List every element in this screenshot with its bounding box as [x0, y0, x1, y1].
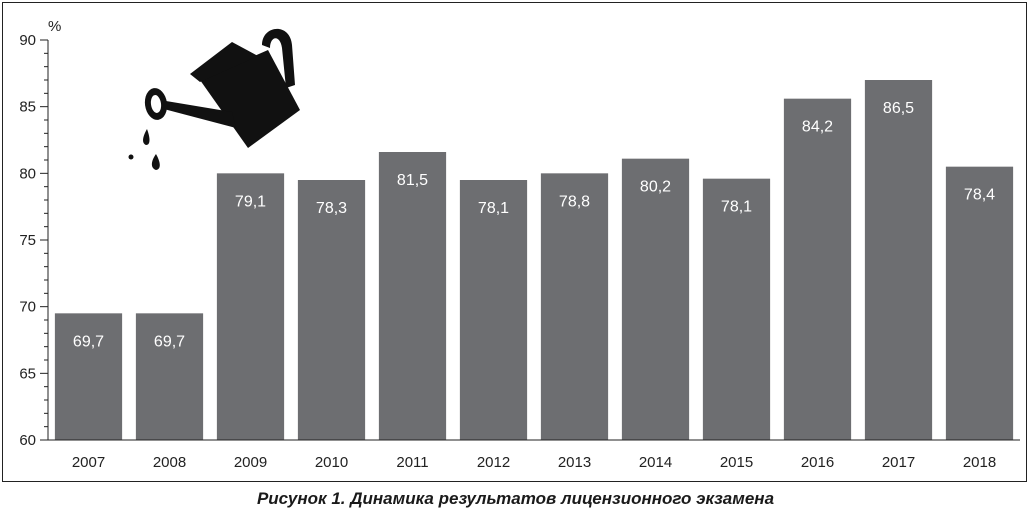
- bar-2007: [54, 313, 123, 440]
- data-label-2012: 78,1: [478, 200, 509, 217]
- data-label-2014: 80,2: [640, 179, 671, 196]
- data-label-2007: 69,7: [73, 333, 104, 350]
- data-label-2018: 78,4: [964, 187, 995, 204]
- y-tick-label: 80: [19, 165, 36, 182]
- x-tick-label: 2011: [396, 454, 428, 471]
- bar-2008: [135, 313, 204, 440]
- bar-2017: [864, 80, 933, 440]
- data-label-2013: 78,8: [559, 193, 590, 210]
- y-unit-label: %: [48, 18, 61, 35]
- x-tick-label: 2017: [882, 454, 915, 471]
- bar-2015: [702, 178, 771, 440]
- data-label-2017: 86,5: [883, 100, 914, 117]
- bars: [54, 80, 1014, 441]
- y-tick-label: 65: [19, 365, 36, 382]
- bar-2011: [378, 152, 447, 440]
- y-tick-label: 70: [19, 299, 36, 316]
- bar-2009: [216, 173, 285, 441]
- x-tick-label: 2013: [558, 454, 591, 471]
- bar-chart: 60 65 70 75 80 85 90 69,7 69,7 79,1 78,3 81,5 78,1 7…: [19, 18, 1020, 471]
- x-tick-label: 2016: [801, 454, 834, 471]
- x-tick-label: 2008: [153, 454, 186, 471]
- data-label-2010: 78,3: [316, 200, 347, 217]
- bar-2013: [540, 173, 609, 441]
- x-tick-label: 2018: [963, 454, 996, 471]
- bar-2010: [297, 180, 366, 440]
- bar-2018: [945, 166, 1014, 440]
- y-tick-label: 75: [19, 232, 36, 249]
- x-tick-label: 2015: [720, 454, 753, 471]
- y-tick-label: 85: [19, 99, 36, 116]
- x-tick-label: 2014: [639, 454, 672, 471]
- y-axis: 60 65 70 75 80 85 90: [19, 32, 49, 449]
- y-tick-label: 90: [19, 32, 36, 49]
- x-tick-label: 2009: [234, 454, 267, 471]
- figure-caption: Рисунок 1. Динамика результатов лицензио…: [256, 489, 775, 508]
- bar-2012: [459, 180, 528, 440]
- data-label-2008: 69,7: [154, 333, 185, 350]
- x-tick-label: 2010: [315, 454, 348, 471]
- data-label-2009: 79,1: [235, 193, 266, 210]
- x-tick-label: 2007: [72, 454, 105, 471]
- data-label-2016: 84,2: [802, 119, 833, 136]
- bar-2014: [621, 158, 690, 440]
- x-tick-label: 2012: [477, 454, 510, 471]
- watering-can-icon: [128, 28, 300, 170]
- bar-2016: [783, 98, 852, 441]
- x-axis: 2007 2008 2009 2010 2011 2012 2013 2014 2015 2016…: [48, 439, 1020, 471]
- data-label-2011: 81,5: [397, 172, 428, 189]
- bar-labels: 69,7 69,7 79,1 78,3 81,5 78,1 78,8 80,2 78,1 84,2…: [73, 100, 995, 350]
- y-tick-label: 60: [19, 432, 36, 449]
- data-label-2015: 78,1: [721, 199, 752, 216]
